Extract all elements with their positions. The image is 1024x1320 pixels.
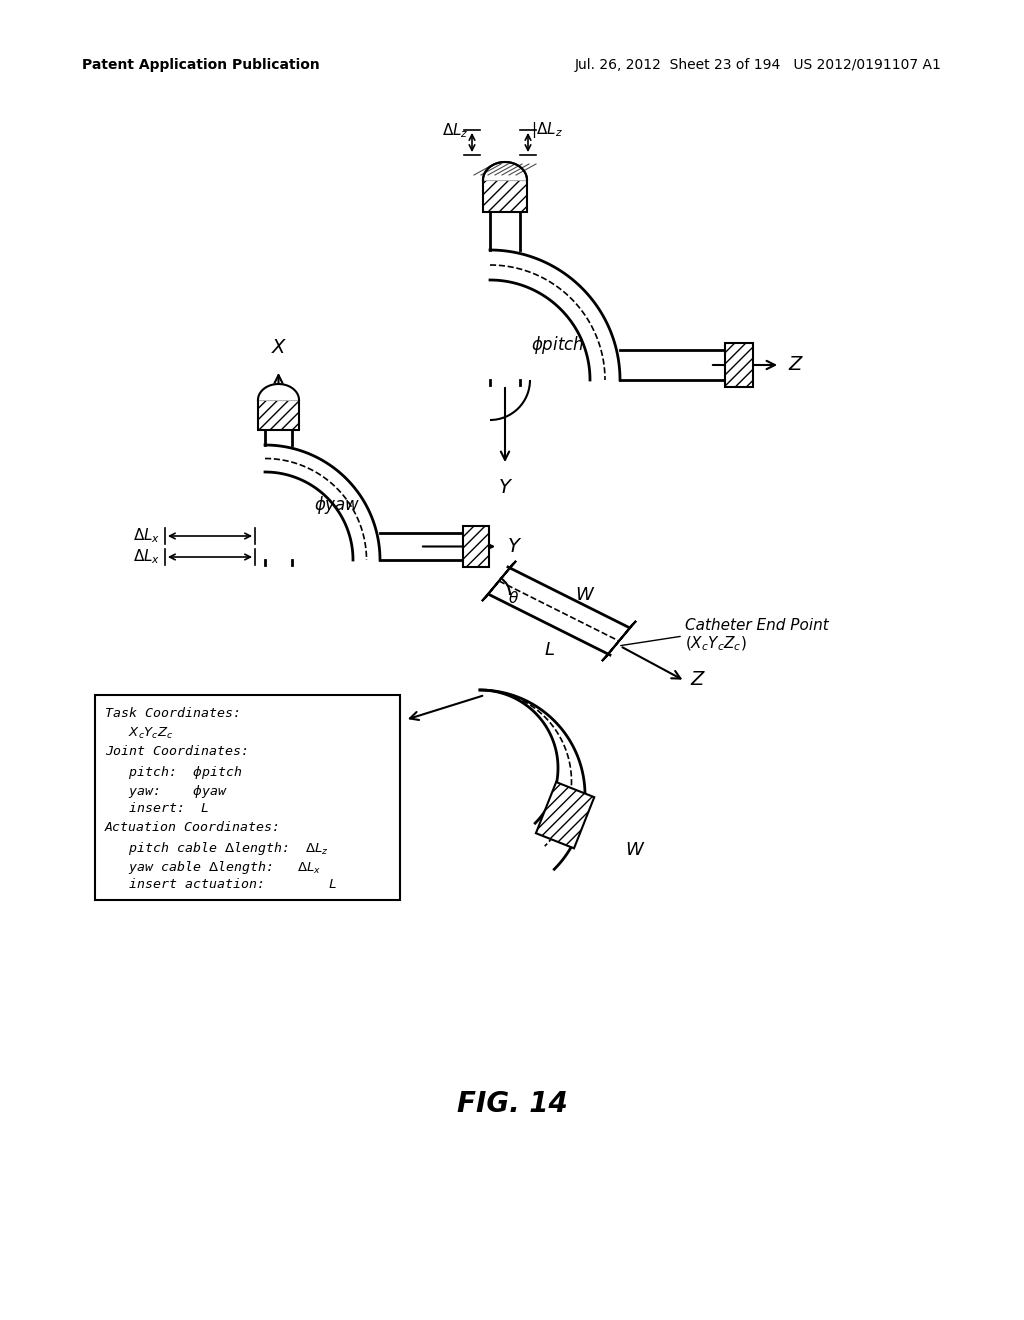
Text: Joint Coordinates:: Joint Coordinates:: [105, 744, 249, 758]
Text: W: W: [575, 586, 593, 605]
Text: insert actuation:        L: insert actuation: L: [105, 878, 337, 891]
Text: Z: Z: [690, 671, 703, 689]
Polygon shape: [480, 690, 585, 870]
Polygon shape: [258, 384, 299, 400]
Text: Y: Y: [499, 478, 511, 498]
Text: $\Delta L_x$: $\Delta L_x$: [133, 527, 160, 545]
Text: pitch:  $\phi$pitch: pitch: $\phi$pitch: [105, 764, 243, 781]
Text: yaw:    $\phi$yaw: yaw: $\phi$yaw: [105, 783, 228, 800]
Text: $\phi$yaw: $\phi$yaw: [313, 494, 360, 516]
Text: W: W: [625, 841, 643, 859]
Text: Jul. 26, 2012  Sheet 23 of 194   US 2012/0191107 A1: Jul. 26, 2012 Sheet 23 of 194 US 2012/01…: [575, 58, 942, 73]
Bar: [95, 696, 400, 900]
Text: Catheter End Point: Catheter End Point: [685, 618, 828, 634]
Polygon shape: [602, 620, 636, 661]
Text: $X_c Y_c Z_c$: $X_c Y_c Z_c$: [105, 726, 173, 741]
Text: L: L: [545, 642, 555, 659]
Text: yaw cable $\Delta$length:   $\Delta L_x$: yaw cable $\Delta$length: $\Delta L_x$: [105, 859, 322, 876]
Bar: [725, 343, 753, 387]
Text: Y: Y: [508, 537, 520, 556]
Text: FIG. 14: FIG. 14: [457, 1090, 567, 1118]
Text: Y: Y: [386, 710, 398, 729]
Bar: [258, 400, 299, 430]
Text: pitch cable $\Delta$length:  $\Delta L_z$: pitch cable $\Delta$length: $\Delta L_z$: [105, 840, 329, 857]
Text: $(X_c Y_c Z_c)$: $(X_c Y_c Z_c)$: [685, 635, 746, 652]
Text: Actuation Coordinates:: Actuation Coordinates:: [105, 821, 281, 834]
Text: X: X: [271, 338, 286, 356]
Text: $|\Delta L_z$: $|\Delta L_z$: [531, 120, 563, 140]
Text: X: X: [473, 550, 486, 569]
Polygon shape: [265, 445, 380, 560]
Text: $\Delta L_x$: $\Delta L_x$: [133, 548, 160, 566]
Text: Task Coordinates:: Task Coordinates:: [105, 708, 241, 719]
Text: Patent Application Publication: Patent Application Publication: [82, 58, 319, 73]
Text: $\phi$pitch: $\phi$pitch: [531, 334, 585, 356]
Text: insert:  L: insert: L: [105, 803, 209, 814]
Bar: [463, 525, 489, 568]
Text: Z: Z: [788, 355, 802, 375]
Polygon shape: [482, 561, 516, 601]
Polygon shape: [490, 249, 620, 380]
Text: $\theta$: $\theta$: [508, 590, 519, 606]
Bar: [483, 180, 527, 213]
Polygon shape: [483, 162, 527, 180]
Polygon shape: [536, 781, 594, 849]
Text: $\Delta L_z$: $\Delta L_z$: [442, 121, 469, 140]
